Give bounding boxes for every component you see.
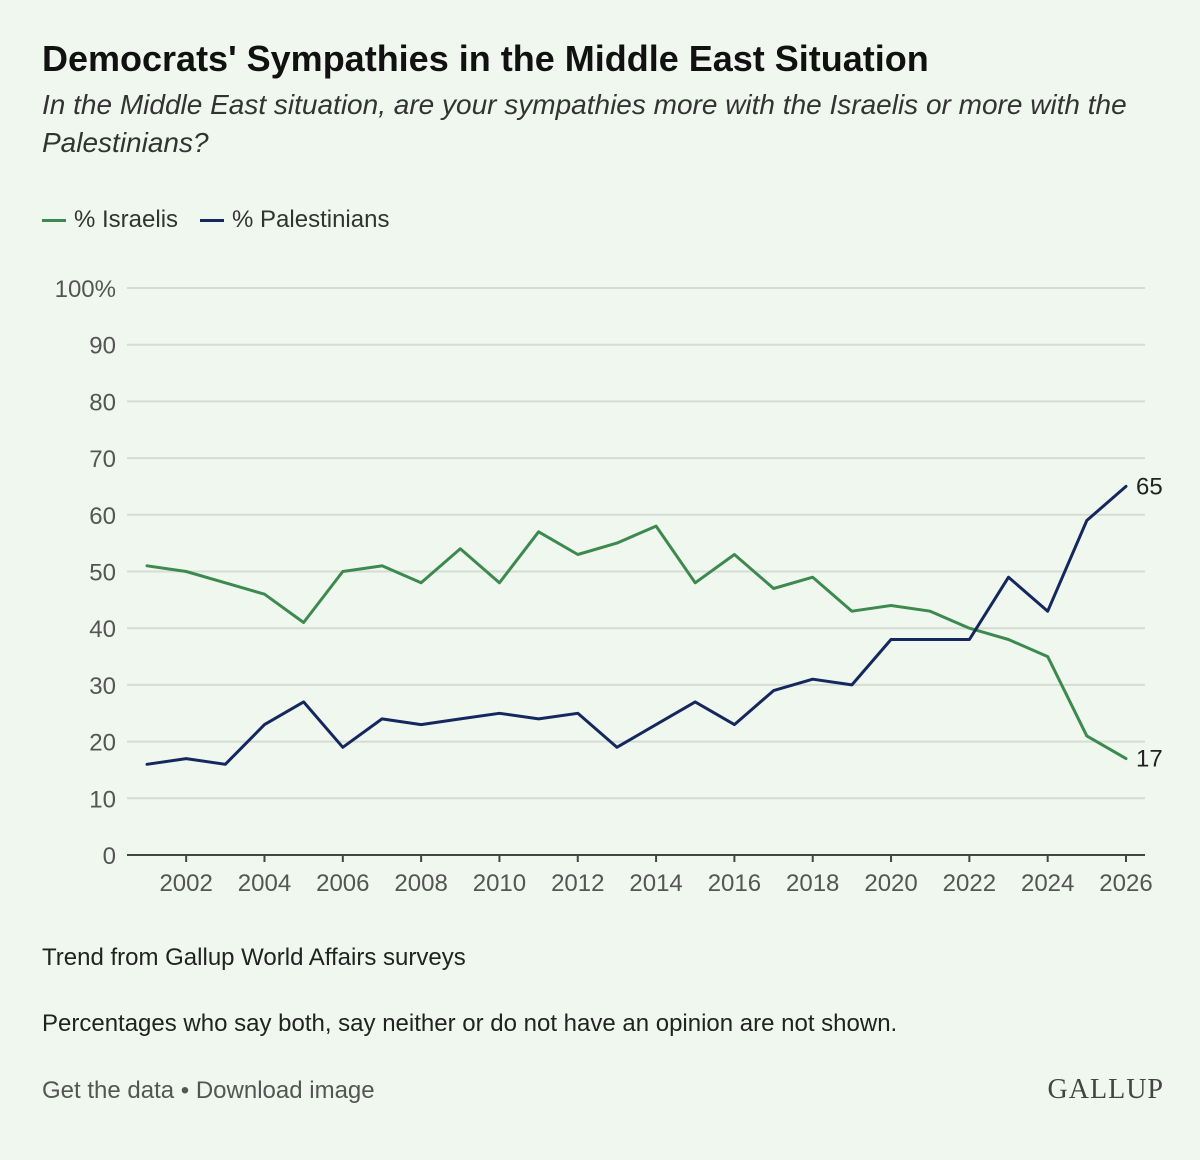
- x-tick-label: 2020: [864, 870, 917, 897]
- y-tick-label: 0: [103, 843, 116, 870]
- chart-legend: % Israelis % Palestinians: [42, 206, 411, 234]
- get-data-link[interactable]: Get the data: [42, 1077, 175, 1104]
- x-tick-label: 2022: [943, 870, 996, 897]
- chart-subtitle: In the Middle East situation, are your s…: [42, 89, 1127, 158]
- legend-swatch-palestinians: [200, 218, 225, 222]
- download-image-link[interactable]: Download image: [195, 1077, 375, 1104]
- x-tick-label: 2014: [629, 870, 682, 897]
- line-chart: 0 10 20 30 40 50 60 70 80 90 100% 2002 2004 2006 2008 2…: [55, 276, 1163, 897]
- chart-title: Democrats' Sympathies in the Middle East…: [42, 38, 929, 79]
- y-tick-label: 70: [89, 446, 116, 473]
- series-line-israelis: [145, 524, 1128, 761]
- y-tick-label: 30: [89, 673, 116, 700]
- source-note: Trend from Gallup World Affairs surveys: [42, 944, 466, 971]
- gallup-logo: GALLUP: [1047, 1074, 1164, 1105]
- x-tick-label: 2012: [551, 870, 604, 897]
- x-tick-label: 2010: [473, 870, 526, 897]
- legend-label-israelis: % Israelis: [74, 206, 179, 233]
- x-tick-label: 2008: [394, 870, 447, 897]
- y-tick-label: 80: [89, 389, 116, 416]
- x-tick-label: 2016: [708, 870, 761, 897]
- y-tick-label: 10: [89, 786, 116, 813]
- x-tick-label: 2002: [159, 870, 212, 897]
- x-tick-label: 2004: [238, 870, 291, 897]
- y-tick-label: 20: [89, 730, 116, 757]
- series-line-palestinians: [145, 484, 1128, 766]
- legend-item-israelis: % Israelis: [42, 206, 178, 234]
- y-tick-label: 50: [89, 560, 116, 587]
- y-tick-label: 100%: [55, 276, 116, 303]
- y-tick-label: 60: [89, 503, 116, 530]
- end-label-palestinians: 65: [1136, 473, 1163, 500]
- y-tick-label: 40: [89, 616, 116, 643]
- x-tick-label: 2026: [1099, 870, 1152, 897]
- legend-label-palestinians: % Palestinians: [232, 206, 390, 233]
- footer-separator: •: [174, 1077, 196, 1104]
- x-tick-label: 2024: [1021, 870, 1074, 897]
- x-tick-label: 2018: [786, 870, 839, 897]
- x-tick-label: 2006: [316, 870, 369, 897]
- end-label-israelis: 17: [1136, 746, 1163, 773]
- y-tick-label: 90: [89, 333, 116, 360]
- footer-links: Get the data • Download image: [42, 1077, 375, 1105]
- legend-item-palestinians: % Palestinians: [200, 206, 389, 234]
- caveat-note: Percentages who say both, say neither or…: [42, 1010, 898, 1037]
- legend-swatch-israelis: [42, 218, 66, 222]
